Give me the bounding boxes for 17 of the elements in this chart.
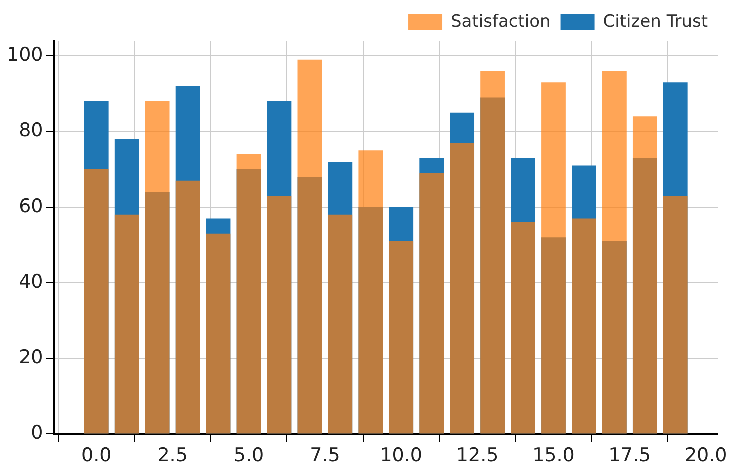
x-tick-label: 12.5 [456, 444, 499, 467]
x-tick-label: 5.0 [234, 444, 264, 467]
y-tick-label: 40 [19, 270, 44, 293]
y-tick-label: 0 [31, 422, 44, 444]
x-tick-label: 15.0 [532, 444, 575, 467]
x-tick-label: 20.0 [684, 444, 728, 467]
legend-label: Satisfaction [451, 12, 551, 32]
x-tick-label: 7.5 [310, 444, 340, 467]
x-tick-label: 17.5 [608, 444, 652, 467]
x-tick-label: 10.0 [380, 444, 423, 467]
x-tick-label: 2.5 [158, 444, 188, 467]
y-tick-label: 20 [19, 346, 44, 369]
y-tick-label: 100 [7, 44, 44, 66]
y-tick-label: 80 [19, 120, 44, 142]
x-tick-label: 0.0 [82, 444, 112, 467]
y-tick-label: 60 [19, 195, 44, 218]
legend-label: Citizen Trust [603, 12, 708, 32]
